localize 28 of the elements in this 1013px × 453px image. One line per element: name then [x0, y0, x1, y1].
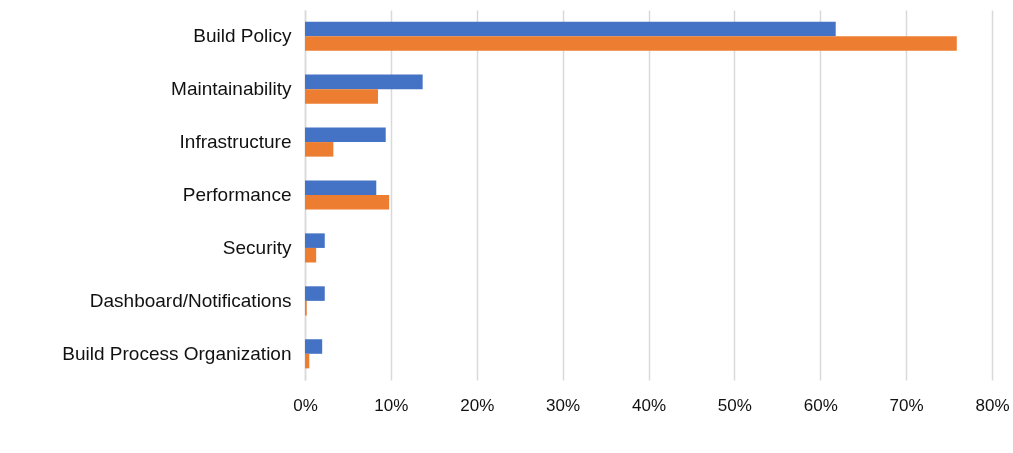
bar — [305, 180, 377, 195]
y-tick-label: Performance — [182, 184, 292, 205]
bar — [305, 36, 957, 51]
x-tick-label: 70% — [889, 395, 924, 415]
y-tick-label: Build Process Organization — [62, 342, 292, 364]
x-tick-label: 80% — [975, 395, 1010, 415]
x-tick-label: 0% — [293, 395, 318, 415]
y-tick-label: Build Policy — [193, 25, 292, 47]
bar — [305, 21, 836, 37]
x-tick-label: 30% — [546, 395, 581, 415]
bar — [305, 233, 325, 248]
bar — [305, 195, 390, 210]
y-tick-label: Dashboard/Notifications — [89, 289, 292, 311]
x-tick-label: 40% — [631, 395, 667, 415]
x-tick-label: 20% — [460, 395, 495, 415]
x-tick-label: 60% — [803, 395, 838, 415]
bar — [305, 286, 325, 301]
bar — [305, 339, 323, 354]
bar — [305, 127, 386, 143]
bar — [305, 142, 334, 157]
x-tick-label: 50% — [717, 395, 752, 415]
y-tick-label: Maintainability — [171, 78, 292, 100]
y-tick-label: Infrastructure — [179, 131, 292, 153]
bar — [305, 247, 317, 263]
bar — [305, 89, 378, 104]
y-tick-label: Security — [222, 236, 292, 258]
bar — [305, 74, 423, 90]
x-tick-label: 10% — [374, 395, 409, 415]
